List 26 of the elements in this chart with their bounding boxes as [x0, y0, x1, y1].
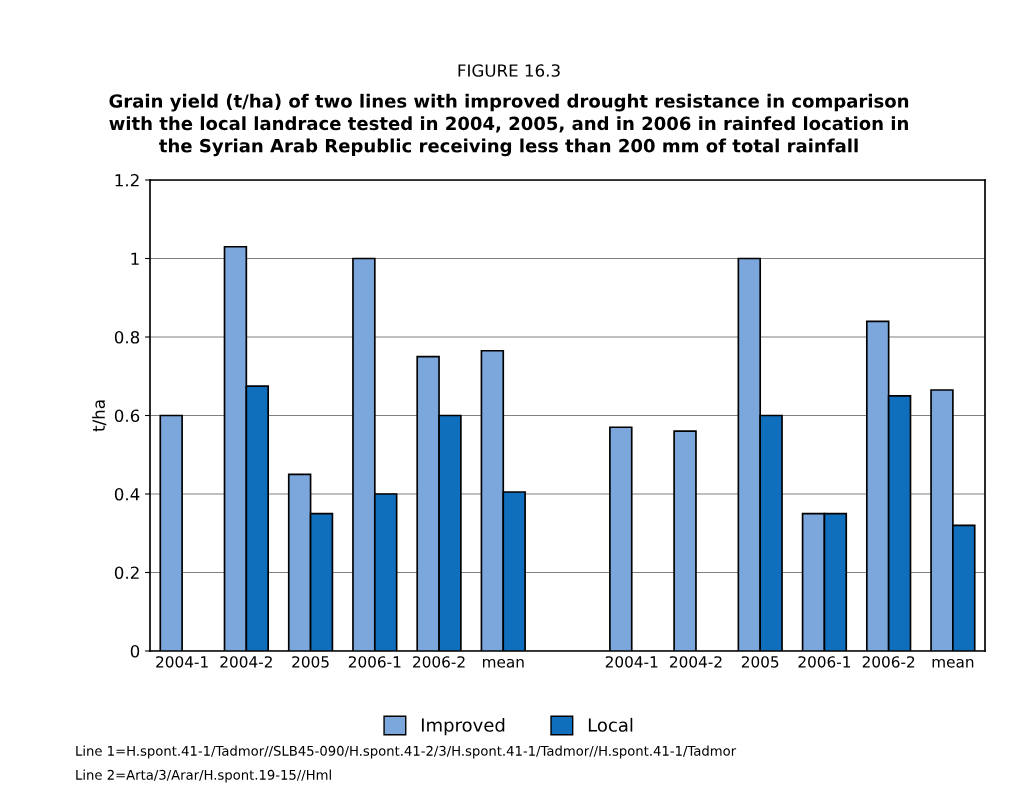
y-tick-label: 0.4: [114, 487, 140, 501]
x-tick-label: 2005: [292, 656, 329, 668]
x-tick-label: 2004-2: [220, 656, 272, 668]
legend-label: Local: [588, 717, 633, 732]
y-tick-label: 0.6: [114, 409, 140, 423]
y-axis-title: t/ha: [92, 400, 107, 432]
y-tick-label: 0.2: [114, 566, 139, 580]
x-tick-label: mean: [482, 658, 524, 668]
x-tick-label: 2006-1: [798, 656, 851, 668]
chart-subtitle: Grain yield (t/ha) of two lines with improved drought resistance in comparison with the local landrace tested in 2004, 2005, and in 2006 in rainfed location in the Syrian Arab Republic receiving less than 200 mm of total rainfall: [109, 93, 909, 157]
text: Line 2=Arta/3/Arar/H.spont.19-15//Hml: [76, 769, 331, 783]
y-tick-label: 0.8: [114, 330, 140, 344]
x-tick-label: 2004-2: [670, 656, 722, 668]
x-tick-label: 2006-2: [862, 656, 915, 668]
y-tick-label: 1.2: [115, 173, 139, 187]
x-tick-label: 2006-2: [413, 656, 465, 668]
x-tick-label: 2004-1: [156, 656, 208, 668]
x-tick-label: 2005: [741, 656, 779, 668]
x-tick-label: 2006-1: [348, 656, 401, 668]
y-tick-label: 1: [131, 252, 139, 265]
x-tick-label: 2004-1: [605, 656, 658, 668]
text: Line 1=H.spont.41-1/Tadmor//SLB45-090/H.spont.41-2/3/H.spont.41-1/Tadmor//H.spont.41-1/Tadmor: [76, 745, 737, 759]
legend-label: Improved: [421, 717, 505, 736]
y-tick-label: 0: [130, 644, 140, 658]
x-tick-label: mean: [932, 658, 974, 668]
chart-title: FIGURE 16.3: [458, 64, 560, 77]
